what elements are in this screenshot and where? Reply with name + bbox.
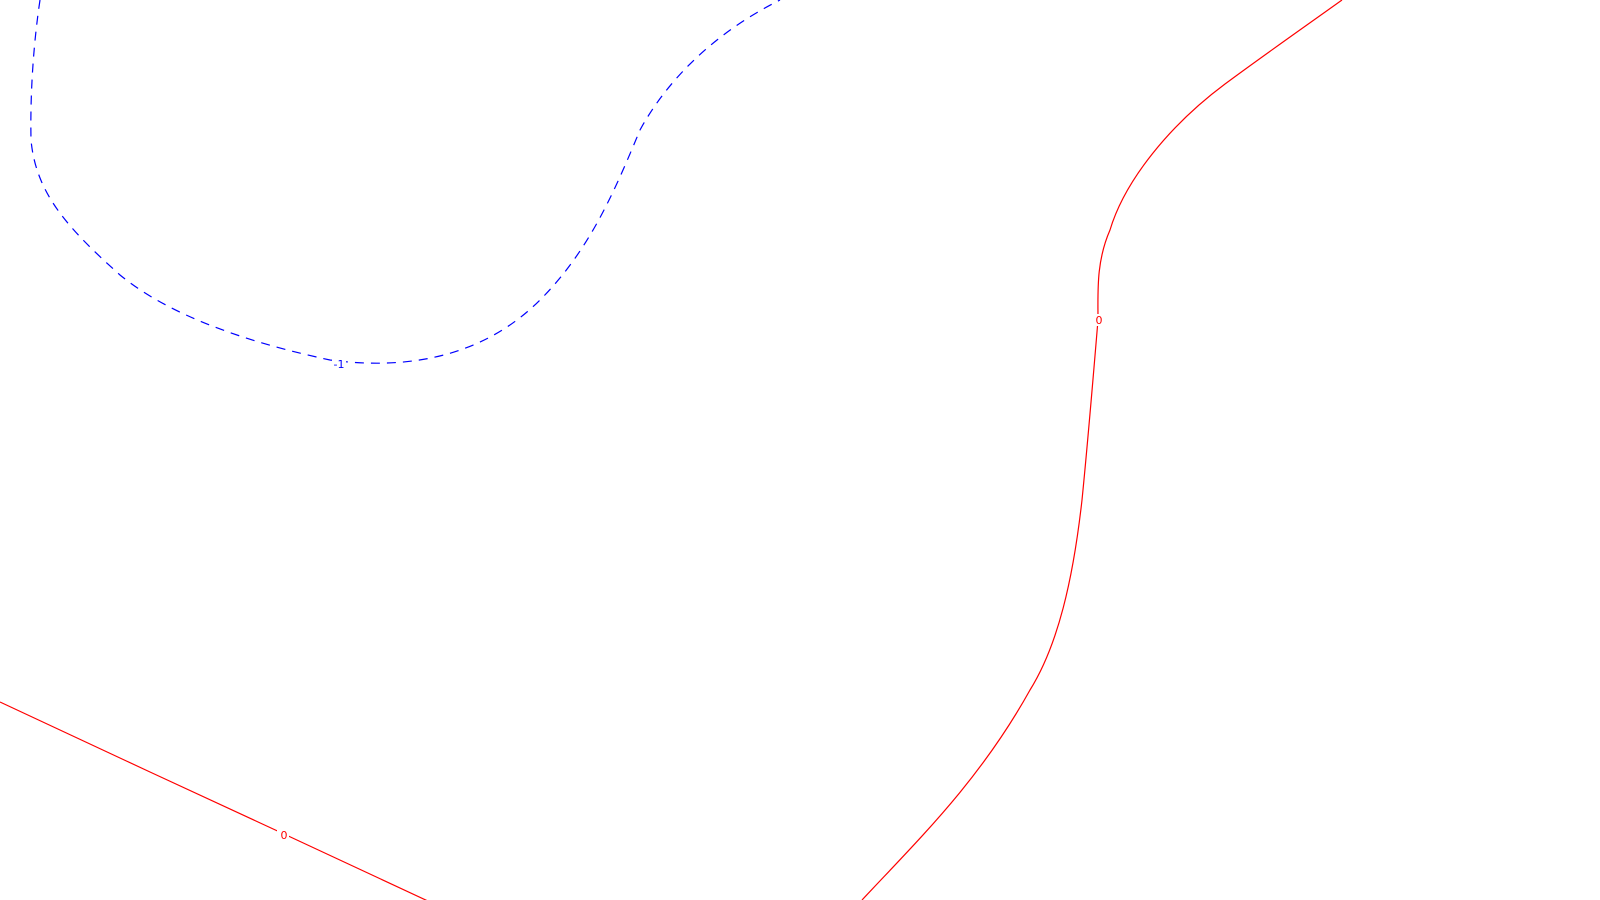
contour-label-zero-bottom-left: 0 bbox=[281, 829, 288, 842]
contour-label-bg-neg1 bbox=[332, 358, 346, 370]
contour-line-zero-bottom-left bbox=[0, 701, 428, 900]
contour-label-bg-zero-bottom-left bbox=[277, 829, 289, 841]
contour-line-neg1 bbox=[30, 0, 781, 364]
contour-label-bg-zero-right bbox=[1093, 314, 1105, 326]
contour-label-zero-right: 0 bbox=[1096, 314, 1103, 327]
contour-label-neg1: -1 bbox=[334, 358, 345, 371]
contour-line-zero-right bbox=[861, 0, 1343, 900]
